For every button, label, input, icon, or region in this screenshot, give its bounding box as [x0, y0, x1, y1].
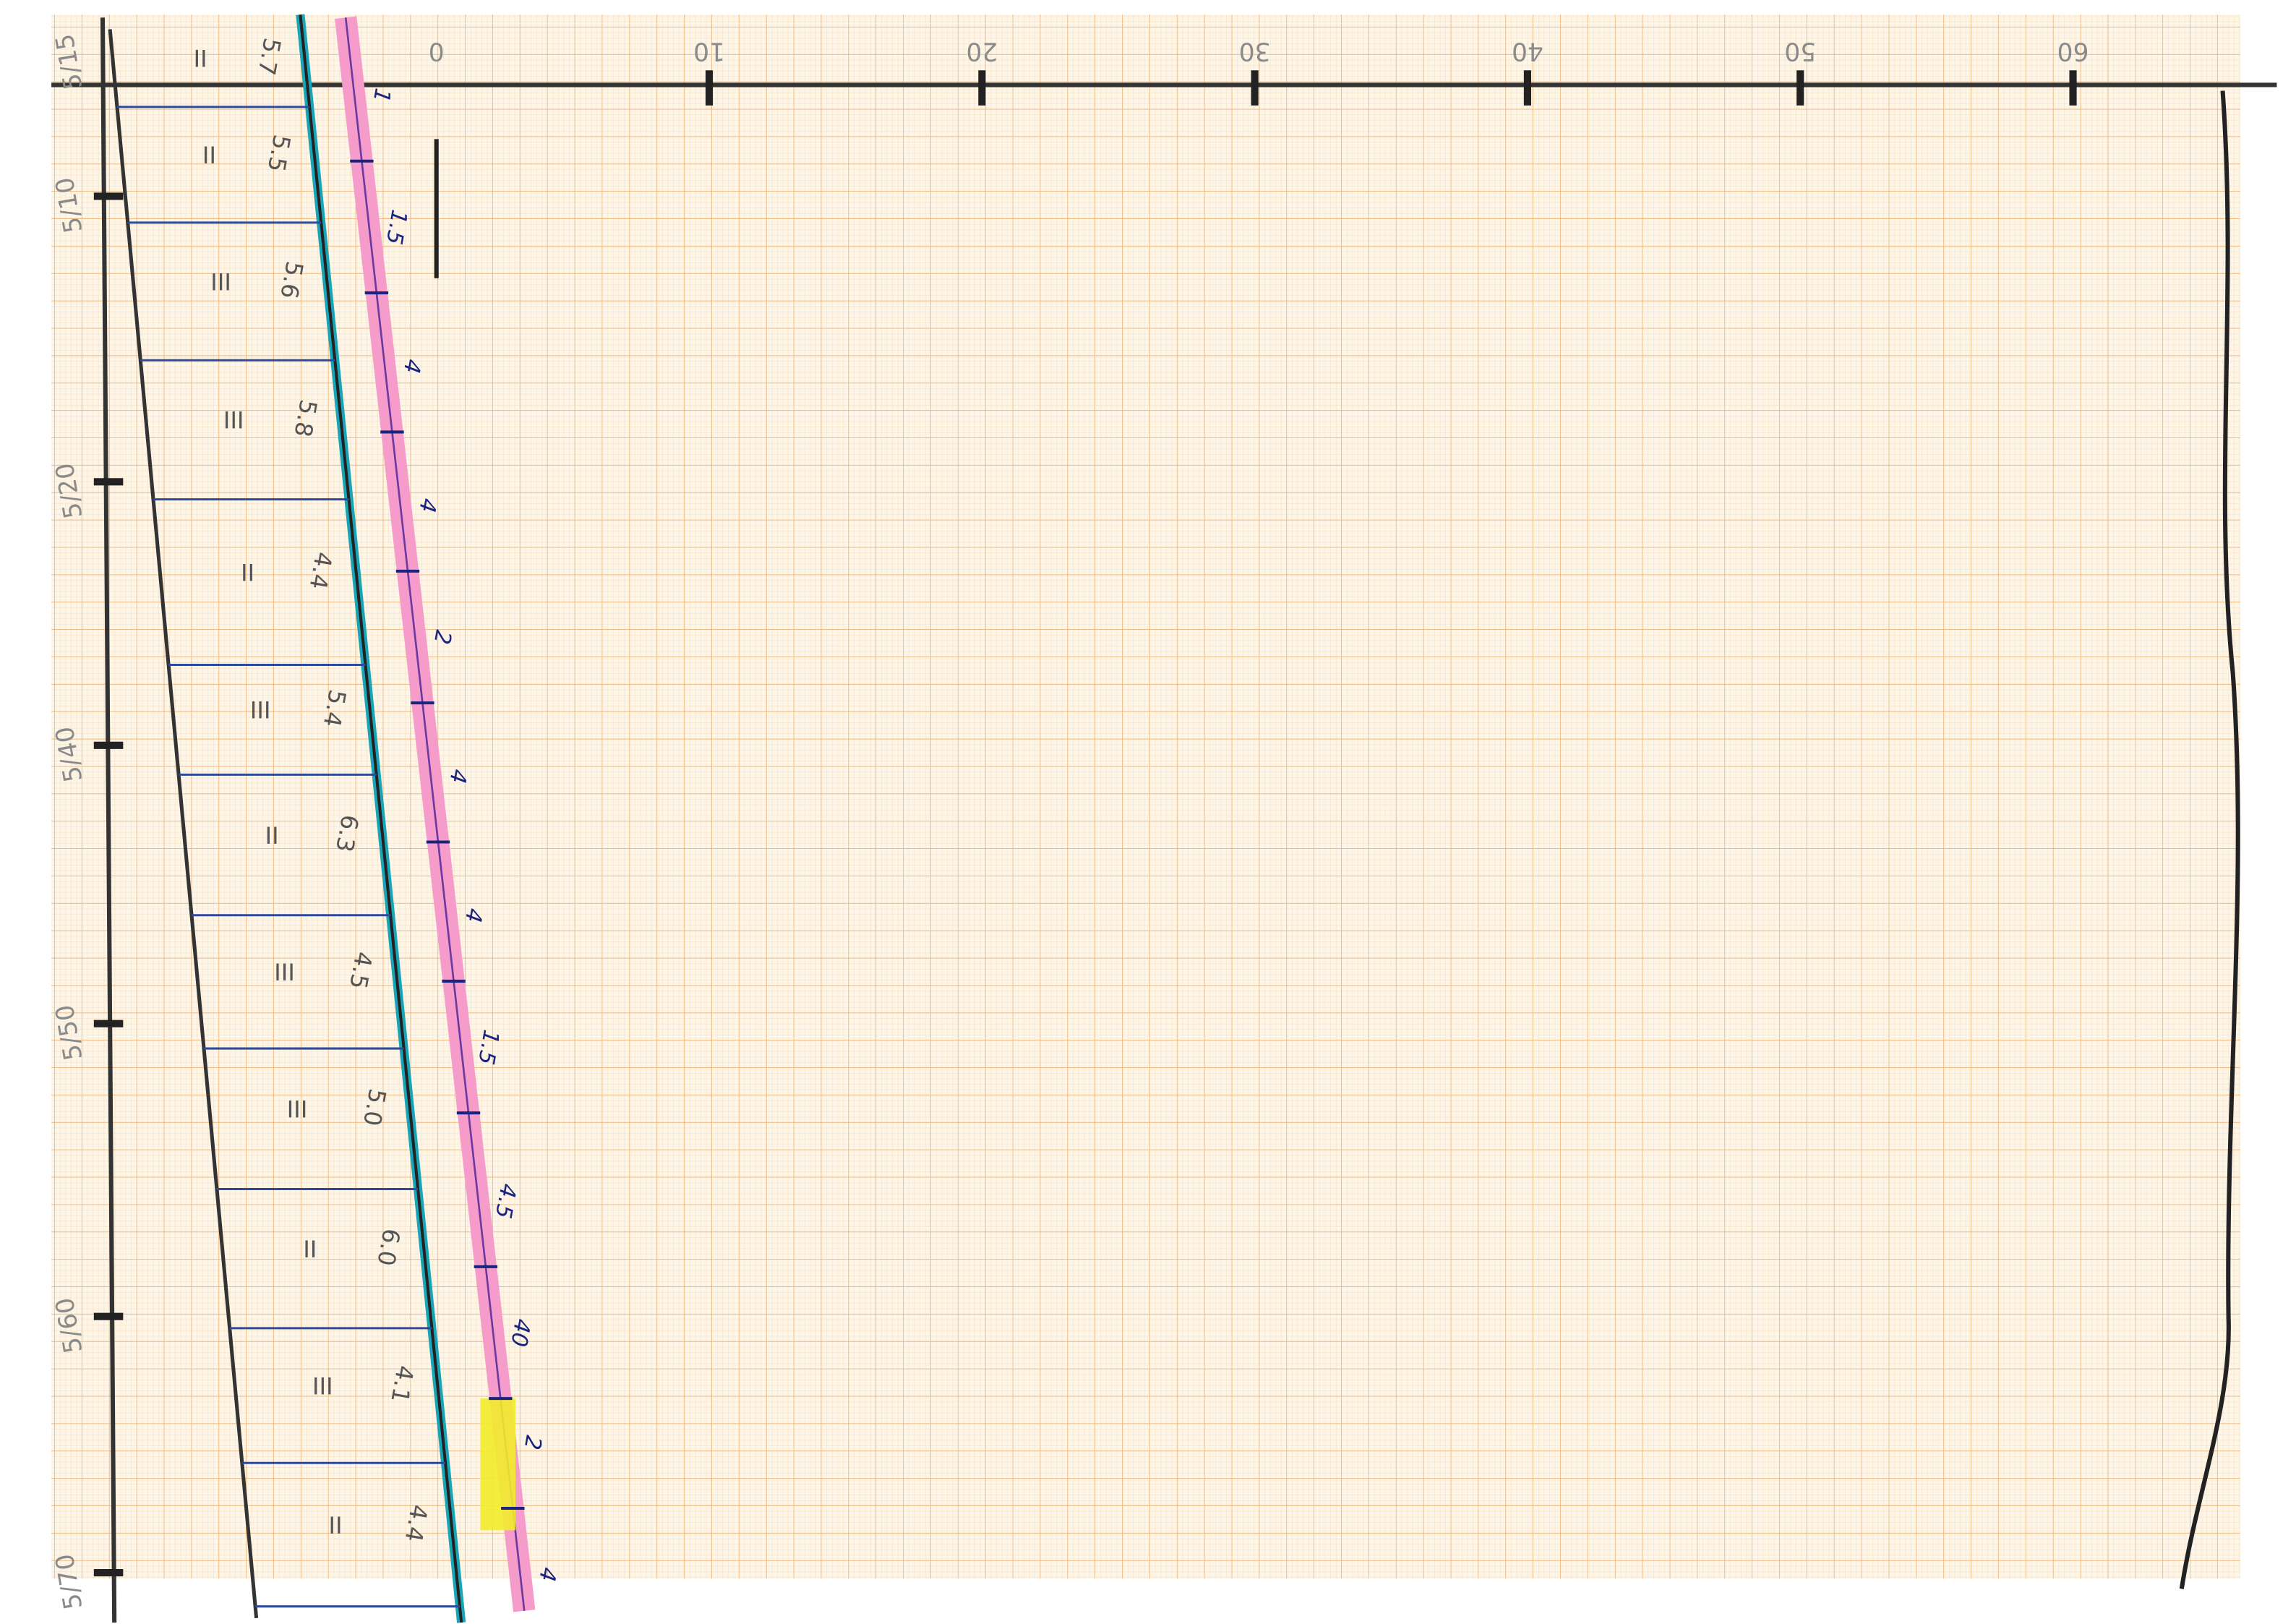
- top-label: 10: [693, 36, 725, 65]
- row-class: II: [202, 141, 216, 168]
- top-label: 40: [1512, 36, 1543, 65]
- row-class: II: [328, 1510, 342, 1538]
- row-class: III: [210, 268, 231, 295]
- top-label: 30: [1239, 36, 1271, 65]
- row-class: III: [312, 1372, 333, 1399]
- top-label: 0: [429, 36, 445, 65]
- row-class: III: [287, 1095, 308, 1122]
- row-class: III: [274, 958, 295, 986]
- pink-label: 40: [505, 1317, 535, 1349]
- row-class: III: [223, 406, 244, 433]
- row-class: II: [194, 44, 207, 72]
- row-class: II: [265, 821, 279, 848]
- row-class: III: [250, 696, 271, 723]
- top-label: 20: [966, 36, 998, 65]
- top-label: 50: [1784, 36, 1816, 65]
- graph-sheet: 0102030405060 5/155/105/205/405/505/605/…: [0, 0, 2296, 1624]
- top-label: 60: [2057, 36, 2089, 65]
- yellow-highlight: [480, 1398, 515, 1530]
- row-class: II: [303, 1234, 317, 1262]
- row-class: II: [241, 558, 254, 586]
